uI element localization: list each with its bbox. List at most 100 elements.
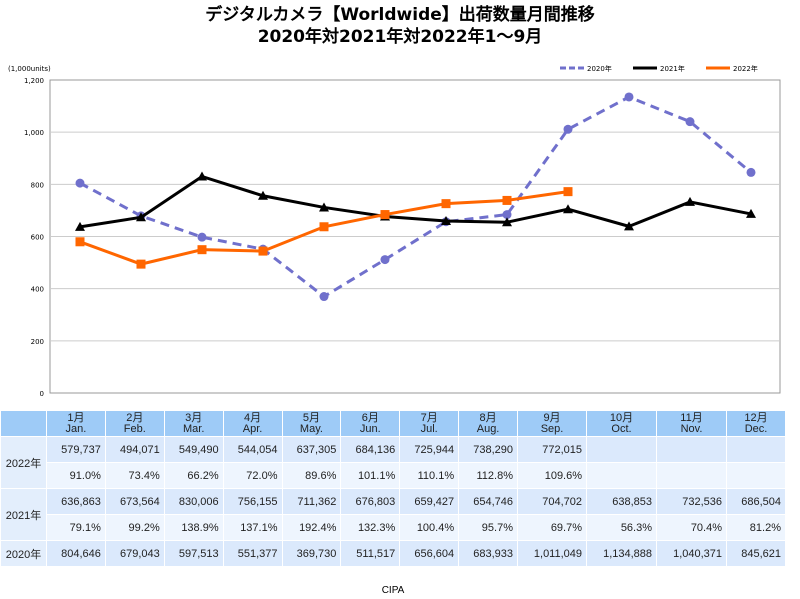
table-cell: 66.2% bbox=[164, 463, 223, 488]
data-point bbox=[197, 171, 207, 181]
table-cell: 89.6% bbox=[282, 463, 341, 488]
table-cell: 192.4% bbox=[282, 515, 341, 540]
data-point bbox=[197, 232, 207, 242]
row-label: 2020年 bbox=[1, 541, 46, 566]
month-jp: 7月 bbox=[420, 411, 438, 424]
table-cell: 109.6% bbox=[518, 463, 587, 488]
data-point bbox=[319, 222, 329, 232]
table-cell: 70.4% bbox=[657, 515, 727, 540]
month-en: Sep. bbox=[540, 422, 564, 435]
month-en: Dec. bbox=[744, 422, 768, 435]
table-cell: 112.8% bbox=[459, 463, 517, 488]
legend-label: 2022年 bbox=[733, 64, 758, 73]
data-point bbox=[75, 178, 85, 188]
data-point bbox=[258, 190, 268, 200]
table-cell: 544,054 bbox=[223, 437, 282, 462]
data-point bbox=[746, 167, 756, 177]
table-cell: 679,043 bbox=[105, 541, 164, 566]
y-tick-label: 800 bbox=[31, 181, 44, 189]
month-jp: 5月 bbox=[302, 411, 320, 424]
month-header: 6月 Jun. bbox=[341, 411, 400, 436]
month-jp: 12月 bbox=[744, 411, 768, 424]
table-cell bbox=[587, 463, 657, 488]
table-cell: 830,006 bbox=[164, 489, 223, 514]
table-cell: 81.2% bbox=[727, 515, 785, 540]
row-label: 2022年 bbox=[1, 437, 46, 488]
table-cell: 1,134,888 bbox=[587, 541, 657, 566]
table-cell: 686,504 bbox=[727, 489, 785, 514]
data-point bbox=[136, 212, 146, 222]
data-point bbox=[563, 204, 573, 214]
y-tick-label: 400 bbox=[31, 286, 44, 294]
data-point bbox=[75, 221, 85, 231]
data-point bbox=[380, 255, 390, 265]
data-point bbox=[441, 199, 451, 209]
y-tick-label: 1,200 bbox=[24, 77, 44, 85]
table-cell bbox=[587, 437, 657, 462]
legend-label: 2021年 bbox=[660, 64, 685, 73]
table-cell: 110.1% bbox=[400, 463, 459, 488]
table-row: 2020年 804,646 679,043 597,513 551,377 369,730… bbox=[1, 541, 785, 566]
table-cell: 494,071 bbox=[105, 437, 164, 462]
data-point bbox=[685, 117, 695, 127]
month-jp: 9月 bbox=[543, 411, 561, 424]
table-cell: 69.7% bbox=[518, 515, 587, 540]
y-axis-label: (1,000units) bbox=[8, 65, 51, 73]
data-point bbox=[624, 221, 634, 231]
month-header: 3月 Mar. bbox=[164, 411, 223, 436]
table-cell: 676,803 bbox=[341, 489, 400, 514]
table-cell: 636,863 bbox=[47, 489, 105, 514]
data-point bbox=[136, 259, 146, 269]
corner-cell bbox=[1, 411, 46, 436]
table-cell: 549,490 bbox=[164, 437, 223, 462]
month-header: 1月 Jan. bbox=[47, 411, 105, 436]
table-cell: 597,513 bbox=[164, 541, 223, 566]
month-header: 2月 Feb. bbox=[105, 411, 164, 436]
table-cell: 1,040,371 bbox=[657, 541, 727, 566]
table-cell: 91.0% bbox=[47, 463, 105, 488]
table-cell: 79.1% bbox=[47, 515, 105, 540]
table-cell bbox=[657, 437, 727, 462]
data-point bbox=[624, 92, 634, 102]
data-point bbox=[563, 187, 573, 197]
month-en: Apr. bbox=[242, 422, 263, 435]
table-cell: 137.1% bbox=[223, 515, 282, 540]
month-header: 8月 Aug. bbox=[459, 411, 517, 436]
table-row: 79.1% 99.2% 138.9% 137.1% 192.4% 132.3% 100.4%… bbox=[1, 515, 785, 540]
y-tick-label: 200 bbox=[31, 338, 44, 346]
data-point bbox=[502, 195, 512, 205]
data-point bbox=[380, 210, 390, 220]
table-cell: 738,290 bbox=[459, 437, 517, 462]
month-en: Jan. bbox=[65, 422, 87, 435]
table-cell: 100.4% bbox=[400, 515, 459, 540]
table-cell: 551,377 bbox=[223, 541, 282, 566]
table-cell: 659,427 bbox=[400, 489, 459, 514]
month-en: Mar. bbox=[182, 422, 205, 435]
month-header: 4月 Apr. bbox=[223, 411, 282, 436]
table-cell: 72.0% bbox=[223, 463, 282, 488]
table-cell: 95.7% bbox=[459, 515, 517, 540]
y-tick-label: 600 bbox=[31, 234, 44, 242]
table-cell: 638,853 bbox=[587, 489, 657, 514]
month-en: Nov. bbox=[680, 422, 703, 435]
month-jp: 4月 bbox=[244, 411, 262, 424]
table-cell: 804,646 bbox=[47, 541, 105, 566]
month-header: 5月 May. bbox=[282, 411, 341, 436]
month-jp: 3月 bbox=[185, 411, 203, 424]
table-cell: 683,933 bbox=[459, 541, 517, 566]
month-en: May. bbox=[299, 422, 323, 435]
month-header: 10月 Oct. bbox=[587, 411, 657, 436]
month-jp: 2月 bbox=[126, 411, 144, 424]
month-jp: 10月 bbox=[609, 411, 634, 424]
table-cell: 99.2% bbox=[105, 515, 164, 540]
data-point bbox=[75, 237, 85, 247]
row-label: 2021年 bbox=[1, 489, 46, 540]
data-point bbox=[563, 124, 573, 134]
table-row: 2022年 579,737 494,071 549,490 544,054 637,305… bbox=[1, 437, 785, 488]
month-en: Jun. bbox=[359, 422, 381, 435]
data-point bbox=[319, 202, 329, 212]
month-jp: 11月 bbox=[680, 411, 703, 424]
table-cell: 732,536 bbox=[657, 489, 727, 514]
table-cell: 711,362 bbox=[282, 489, 341, 514]
table-row: 91.0% 73.4% 66.2% 72.0% 89.6% 101.1% 110.1% 112… bbox=[1, 463, 785, 488]
